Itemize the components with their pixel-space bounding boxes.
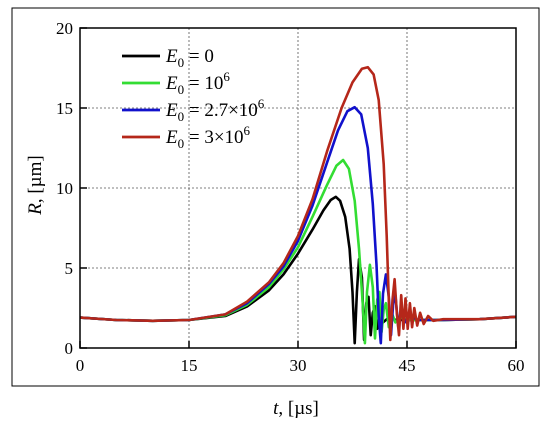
legend-value: = 0 bbox=[184, 46, 214, 67]
x-tick-label: 30 bbox=[290, 356, 307, 375]
x-tick-label: 15 bbox=[181, 356, 198, 375]
chart-frame bbox=[11, 7, 540, 387]
legend-e-subscript: 0 bbox=[178, 55, 185, 70]
legend-label-3: E0 = 2.7×106 bbox=[165, 96, 265, 124]
legend-label-4: E0 = 3×106 bbox=[165, 123, 251, 151]
y-tick-label: 10 bbox=[56, 179, 73, 198]
x-tick-label: 45 bbox=[399, 356, 416, 375]
legend-value: = 3×10 bbox=[184, 127, 243, 148]
grid bbox=[80, 28, 516, 348]
x-tick-label: 60 bbox=[508, 356, 525, 375]
legend-value: = 10 bbox=[184, 73, 223, 94]
y-tick-label: 15 bbox=[56, 99, 73, 118]
y-tick-label: 5 bbox=[65, 259, 74, 278]
y-tick-label: 0 bbox=[65, 339, 74, 358]
legend-e-subscript: 0 bbox=[178, 82, 185, 97]
legend-e-subscript: 0 bbox=[178, 109, 185, 124]
x-tick-label: 0 bbox=[76, 356, 85, 375]
y-axis-var: R bbox=[25, 203, 46, 216]
legend-exponent: 6 bbox=[223, 69, 230, 84]
legend-exponent: 6 bbox=[258, 96, 265, 111]
outer-frame bbox=[11, 7, 540, 387]
legend-label-2: E0 = 106 bbox=[165, 69, 230, 97]
x-axis-unit: , [µs] bbox=[278, 398, 319, 419]
legend-exponent: 6 bbox=[244, 123, 251, 138]
legend-e-symbol: E bbox=[165, 73, 178, 94]
legend-label-1: E0 = 0 bbox=[165, 46, 214, 70]
axes bbox=[79, 27, 517, 349]
series-group bbox=[79, 65, 517, 345]
legend-e-symbol: E bbox=[165, 46, 178, 67]
legend-value: = 2.7×10 bbox=[184, 100, 258, 121]
x-axis-var: t bbox=[273, 398, 279, 419]
y-axis-unit: , [µm] bbox=[25, 155, 46, 203]
legend-e-subscript: 0 bbox=[178, 136, 185, 151]
series-line-1 bbox=[79, 195, 517, 345]
y-tick-label: 20 bbox=[56, 19, 73, 38]
legend-e-symbol: E bbox=[165, 127, 178, 148]
legend-e-symbol: E bbox=[165, 100, 178, 121]
y-axis-label: R, [µm] bbox=[25, 155, 46, 216]
series-line-4 bbox=[79, 65, 517, 342]
x-axis-label: t, [µs] bbox=[273, 398, 319, 419]
